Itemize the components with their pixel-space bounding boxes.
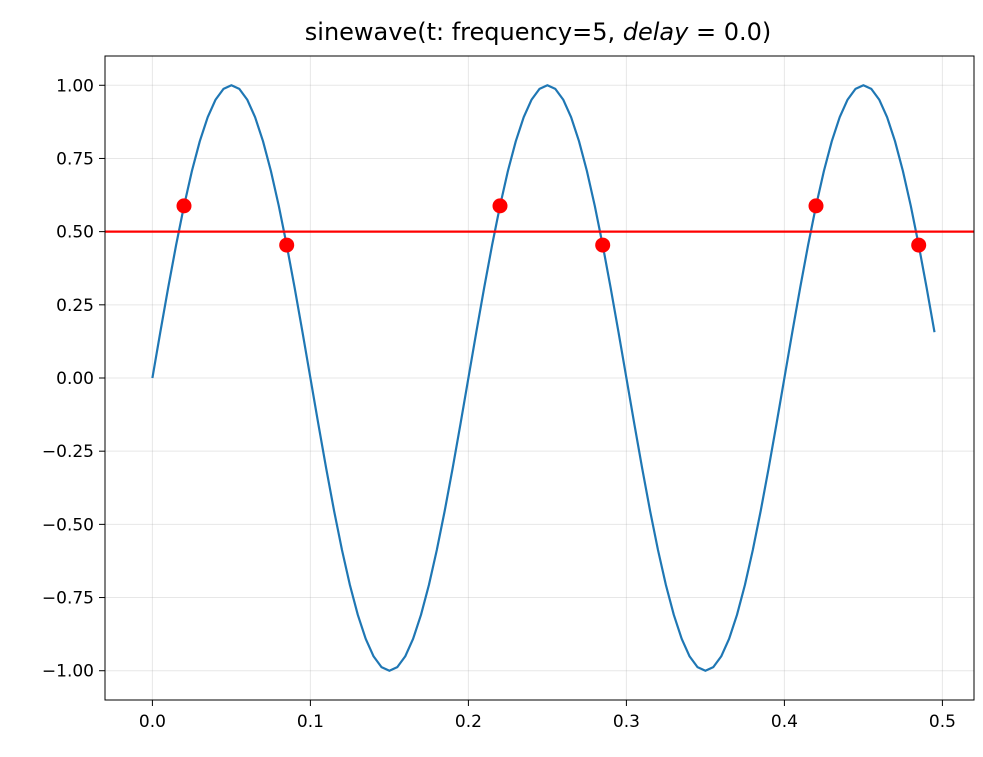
series-line-sinewave [151, 84, 936, 672]
data-point [595, 237, 611, 253]
chart-title-prefix: sinewave(t: frequency=5, [305, 18, 615, 46]
x-tick-label: 0.1 [297, 712, 324, 732]
y-tick-label: −0.50 [42, 515, 94, 535]
y-tick-label: 0.50 [56, 223, 94, 243]
y-tick-label: −0.25 [42, 442, 94, 462]
chart-title-variable: delay [623, 18, 689, 46]
y-tick-label: 0.25 [56, 296, 94, 316]
data-point [911, 237, 927, 253]
y-tick-label: −1.00 [42, 662, 94, 682]
intersection-markers [176, 198, 927, 253]
axes: 0.0 0.1 0.2 0.3 0.4 0.5 1.00 0.75 0.50 0.25 0.00 −0… [42, 55, 975, 732]
chart-title-suffix: = 0.0) [696, 18, 771, 46]
x-tick-label: 0.4 [771, 712, 798, 732]
plot-series [105, 84, 974, 672]
y-tick-label: 0.75 [56, 149, 94, 169]
x-tick-label: 0.2 [455, 712, 482, 732]
chart-title: sinewave(t: frequency=5, delay = 0.0) [305, 18, 771, 46]
x-tick-label: 0.3 [613, 712, 640, 732]
x-tick-label: 0.0 [139, 712, 166, 732]
data-point [279, 237, 295, 253]
data-point [492, 198, 508, 214]
data-point [808, 198, 824, 214]
x-tick-label: 0.5 [929, 712, 956, 732]
y-tick-label: 0.00 [56, 369, 94, 389]
data-point [176, 198, 192, 214]
y-tick-label: −0.75 [42, 589, 94, 609]
grid-lines [105, 56, 974, 700]
y-tick-label: 1.00 [56, 76, 94, 96]
